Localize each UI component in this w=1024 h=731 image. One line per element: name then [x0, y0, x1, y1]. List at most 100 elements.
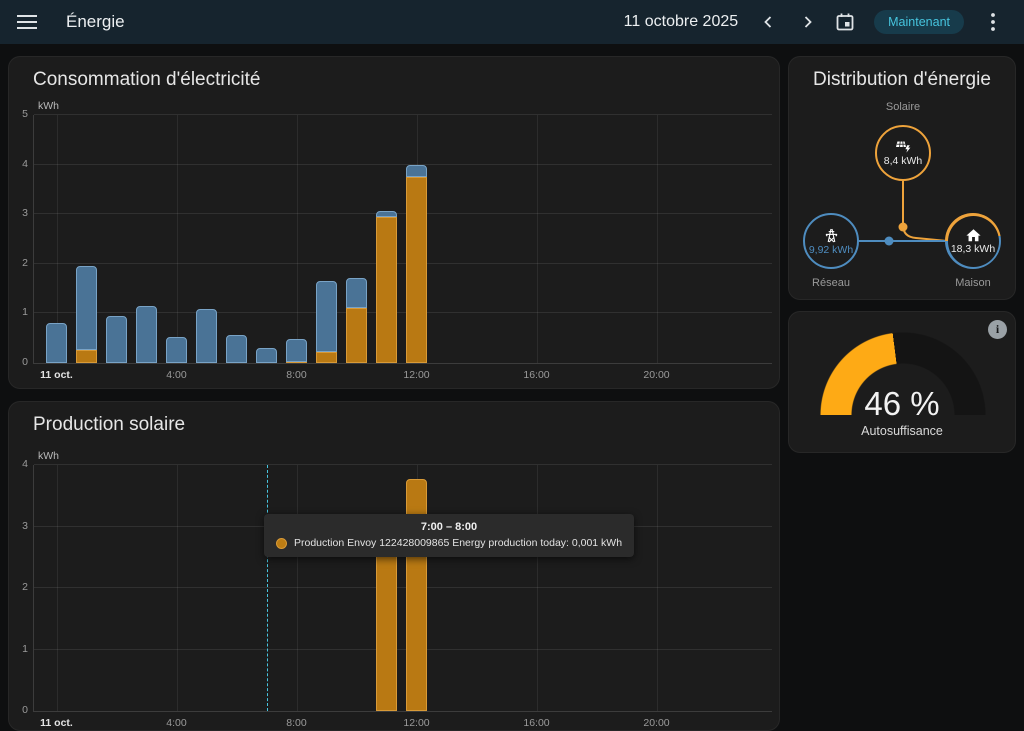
- home-node-value: 18,3 kWh: [951, 243, 995, 255]
- gridline-vertical: [657, 465, 658, 711]
- y-axis-tick-label: 4: [9, 458, 28, 470]
- bar-hour-11[interactable]: [376, 465, 397, 711]
- x-axis-tick-label: 11 oct.: [25, 717, 89, 729]
- bar-hour-2[interactable]: [106, 115, 127, 363]
- gridline-horizontal: [34, 587, 772, 588]
- solar-power-icon: [894, 139, 912, 154]
- chevron-left-icon: [761, 14, 777, 30]
- series-color-dot-icon: [276, 538, 287, 549]
- hamburger-icon: [17, 15, 37, 29]
- grid-bar-segment: [106, 316, 127, 363]
- kebab-menu-icon: [990, 12, 996, 32]
- calendar-icon: [835, 12, 855, 32]
- x-axis-tick-label: 11 oct.: [25, 369, 89, 381]
- info-icon[interactable]: i: [988, 320, 1007, 339]
- bar-hour-6[interactable]: [226, 115, 247, 363]
- bar-hour-4[interactable]: [166, 115, 187, 363]
- app-header: Énergie 11 octobre 2025 Maintenant: [0, 0, 1024, 44]
- x-axis-tick-label: 4:00: [145, 717, 209, 729]
- grid-bar-segment: [226, 335, 247, 363]
- gridline-vertical: [177, 465, 178, 711]
- x-axis-tick-label: 4:00: [145, 369, 209, 381]
- gridline-horizontal: [34, 464, 772, 465]
- solar-bar-segment: [376, 217, 397, 363]
- solar-bar-segment: [346, 308, 367, 363]
- grid-bar-segment: [256, 348, 277, 363]
- gridline-vertical: [537, 465, 538, 711]
- bar-hour-11[interactable]: [376, 115, 397, 363]
- home-node[interactable]: 18,3 kWh: [945, 213, 1001, 269]
- gauge-value: 46 %: [789, 385, 1015, 423]
- grid-bar-segment: [166, 337, 187, 363]
- x-axis-tick-label: 16:00: [505, 369, 569, 381]
- y-axis-tick-label: 5: [9, 108, 28, 120]
- y-axis-unit-label: kWh: [38, 450, 59, 462]
- x-axis-tick-label: 20:00: [625, 717, 689, 729]
- bar-hour-12[interactable]: [406, 115, 427, 363]
- bar-hour-3[interactable]: [136, 115, 157, 363]
- grid-bar-segment: [406, 165, 427, 177]
- solar-bar-segment: [316, 352, 337, 363]
- x-axis-tick-label: 20:00: [625, 369, 689, 381]
- energy-distribution-card: Distribution d'énergie Solaire: [788, 56, 1016, 300]
- date-display: 11 octobre 2025: [624, 13, 738, 31]
- y-axis-tick-label: 2: [9, 581, 28, 593]
- gridline-vertical: [297, 465, 298, 711]
- bar-hour-9[interactable]: [316, 115, 337, 363]
- consumption-card-title: Consommation d'électricité: [33, 69, 261, 91]
- y-axis-tick-label: 2: [9, 257, 28, 269]
- grid-node[interactable]: 9,92 kWh: [803, 213, 859, 269]
- grid-bar-segment: [376, 211, 397, 217]
- y-axis-tick-label: 0: [9, 356, 28, 368]
- grid-node-value: 9,92 kWh: [809, 244, 853, 256]
- y-axis-tick-label: 0: [9, 704, 28, 716]
- home-icon: [965, 227, 982, 242]
- grid-bar-segment: [196, 309, 217, 363]
- prev-date-button[interactable]: [752, 5, 786, 39]
- y-axis-tick-label: 4: [9, 158, 28, 170]
- bar-hour-10[interactable]: [346, 115, 367, 363]
- gridline-vertical: [57, 465, 58, 711]
- bar-hour-8[interactable]: [286, 115, 307, 363]
- gridline-vertical: [657, 115, 658, 363]
- calendar-button[interactable]: [828, 5, 862, 39]
- y-axis-unit-label: kWh: [38, 100, 59, 112]
- solar-node-value: 8,4 kWh: [884, 155, 923, 167]
- x-axis-tick-label: 8:00: [265, 369, 329, 381]
- chevron-right-icon: [799, 14, 815, 30]
- bar-hour-0[interactable]: [46, 115, 67, 363]
- gridline-horizontal: [34, 649, 772, 650]
- x-axis-tick-label: 16:00: [505, 717, 569, 729]
- bar-hour-7[interactable]: [256, 115, 277, 363]
- solar-node[interactable]: 8,4 kWh: [875, 125, 931, 181]
- y-axis-tick-label: 1: [9, 643, 28, 655]
- grid-bar-segment: [346, 278, 367, 309]
- bar-hour-5[interactable]: [196, 115, 217, 363]
- y-axis-tick-label: 3: [9, 520, 28, 532]
- tooltip-time-range: 7:00 – 8:00: [276, 521, 622, 533]
- transmission-tower-icon: [823, 227, 840, 243]
- grid-bar-segment: [286, 339, 307, 361]
- gauge-label: Autosuffisance: [789, 424, 1015, 438]
- grid-bar-segment: [316, 281, 337, 352]
- overflow-menu-button[interactable]: [976, 5, 1010, 39]
- menu-button[interactable]: [10, 5, 44, 39]
- bar-hour-1[interactable]: [76, 115, 97, 363]
- now-button[interactable]: Maintenant: [874, 10, 964, 34]
- y-axis-tick-label: 3: [9, 207, 28, 219]
- grid-bar-segment: [76, 266, 97, 349]
- hover-cursor-line: [267, 465, 268, 711]
- x-axis-tick-label: 12:00: [385, 717, 449, 729]
- grid-bar-segment: [136, 306, 157, 363]
- bar-hour-12[interactable]: [406, 465, 427, 711]
- x-axis-tick-label: 8:00: [265, 717, 329, 729]
- next-date-button[interactable]: [790, 5, 824, 39]
- solar-bar-segment: [76, 350, 97, 363]
- grid-bar-segment: [46, 323, 67, 363]
- self-sufficiency-gauge-card: i 46 % Autosuffisance: [788, 311, 1016, 453]
